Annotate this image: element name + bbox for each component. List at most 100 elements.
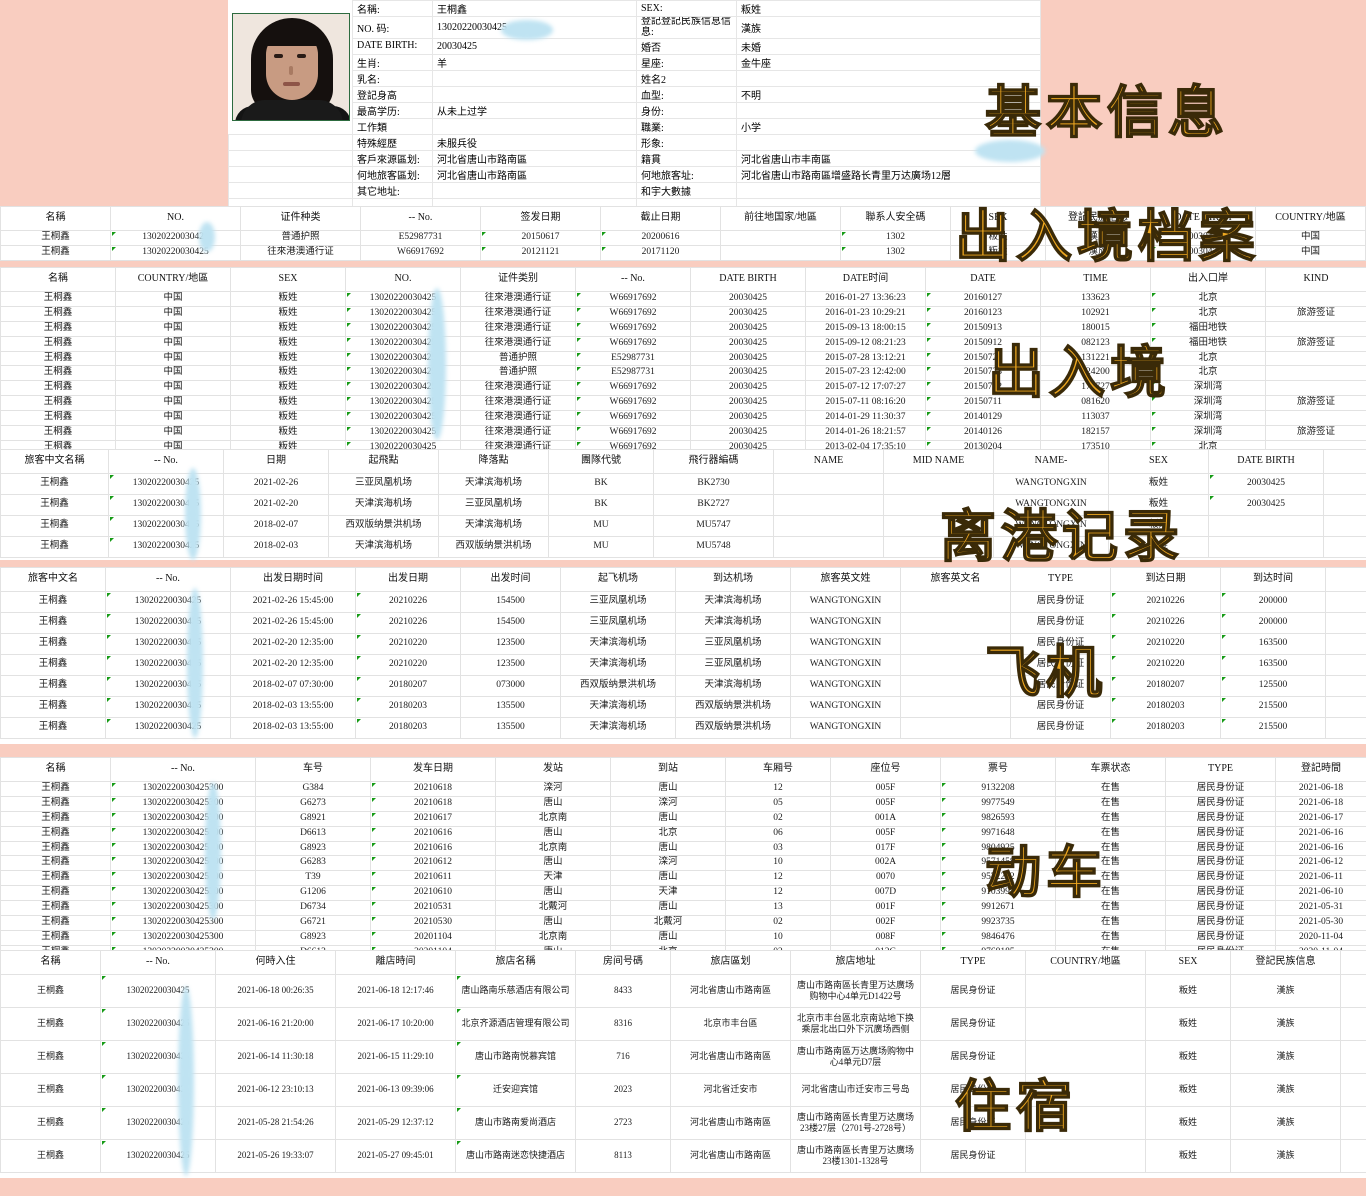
column-header[interactable]: DATE BIRTH	[1340, 950, 1366, 975]
column-header[interactable]: 登記時間	[1275, 757, 1366, 782]
table-row[interactable]: 王桐鑫 13020220030425300 G1206 20210610 唐山 天津 12 0…	[0, 885, 1366, 901]
column-header[interactable]: 签发日期	[480, 206, 601, 231]
column-header[interactable]: -- No.	[360, 206, 481, 231]
column-header[interactable]: TYPE	[1323, 449, 1366, 474]
column-header[interactable]: 到站	[610, 757, 726, 782]
table-row[interactable]: 王桐鑫 13020220030425300 G6721 20210530 唐山 北戴河 02…	[0, 914, 1366, 931]
column-header[interactable]: 出发时间	[460, 567, 561, 592]
table-row[interactable]: 王桐鑫 13020220030425 2021-02-26 15:45:00 2021…	[0, 591, 1366, 613]
column-header[interactable]: 降落點	[438, 449, 549, 474]
table-row[interactable]: 王桐鑫 中国 粄姓 13020220030425 普通护照 E52987731 200304…	[0, 350, 1366, 367]
column-header[interactable]: NAME-	[993, 449, 1109, 474]
column-header[interactable]: 飛行器編碼	[653, 449, 774, 474]
column-header[interactable]: SEX	[1108, 449, 1209, 474]
column-header[interactable]: 旅客中文名稱	[0, 449, 109, 474]
column-header[interactable]: 名稱	[0, 950, 101, 975]
table-row[interactable]: 王桐鑫 13020220030425300 G8923 20201104 北京南 唐山 10…	[0, 929, 1366, 946]
column-header[interactable]: 旅客英文名	[900, 567, 1011, 592]
column-header[interactable]: 证件种类	[240, 206, 361, 231]
column-header[interactable]: TYPE	[1165, 757, 1276, 782]
column-header[interactable]: MID NAME	[883, 449, 994, 474]
column-header[interactable]: DATE BIRTH	[1150, 206, 1256, 231]
column-header[interactable]: -- No.	[108, 449, 224, 474]
column-header[interactable]: 发车日期	[370, 757, 496, 782]
column-header[interactable]: 到达时间	[1220, 567, 1326, 592]
column-header[interactable]: 座位号	[830, 757, 941, 782]
column-header[interactable]: TYPE	[920, 950, 1026, 975]
column-header[interactable]: 團隊代號	[548, 449, 654, 474]
column-header[interactable]: 房间号碼	[575, 950, 671, 975]
column-header[interactable]: DATE时间	[805, 267, 926, 292]
column-header[interactable]: 承运團隊代號	[1325, 567, 1366, 592]
column-header[interactable]: 发站	[495, 757, 611, 782]
column-header[interactable]: 何時入住	[215, 950, 336, 975]
table-row[interactable]: 王桐鑫 13020220030425 2021-02-20 天津滨海机场 三亚凤凰机场 B…	[0, 494, 1366, 516]
column-header[interactable]: 出发日期时间	[230, 567, 356, 592]
table-row[interactable]: 王桐鑫 13020220030425300 G6283 20210612 唐山 滦河 10 0…	[0, 855, 1366, 872]
column-header[interactable]: 车号	[255, 757, 371, 782]
table-row[interactable]: 王桐鑫 13020220030425 2021-02-26 15:45:00 2021…	[0, 612, 1366, 634]
table-row[interactable]: 王桐鑫 13020220030425 2018-02-07 07:30:00 2018…	[0, 675, 1366, 697]
column-header[interactable]: 票号	[940, 757, 1056, 782]
column-header[interactable]: 登記民族信息	[1045, 206, 1151, 231]
column-header[interactable]: 车票状态	[1055, 757, 1166, 782]
table-row[interactable]: 王桐鑫 13020220030425 2021-06-14 11:30:18 2021…	[0, 1040, 1366, 1074]
column-header[interactable]: COUNTRY/地區	[115, 267, 231, 292]
column-header[interactable]: 名稱	[0, 757, 111, 782]
table-row[interactable]: 王桐鑫 13020220030425 2021-06-18 00:26:35 2021…	[0, 974, 1366, 1008]
column-header[interactable]: 出发日期	[355, 567, 461, 592]
column-header[interactable]: DATE BIRTH	[690, 267, 806, 292]
column-header[interactable]: DATE BIRTH	[1208, 449, 1324, 474]
column-header[interactable]: 出入口岸	[1150, 267, 1266, 292]
table-row[interactable]: 王桐鑫 13020220030425300 D6734 20210531 北戴河 唐山 13…	[0, 900, 1366, 916]
table-row[interactable]: 王桐鑫 13020220030425 2021-02-20 12:35:00 2021…	[0, 633, 1366, 655]
column-header[interactable]: 離店時间	[335, 950, 456, 975]
column-header[interactable]: NAME	[773, 449, 884, 474]
column-header[interactable]: 旅店名稱	[455, 950, 576, 975]
column-header[interactable]: 旅店區划	[670, 950, 791, 975]
column-header[interactable]: 证件类别	[460, 267, 576, 292]
column-header[interactable]: 旅客中文名	[0, 567, 106, 592]
table-row[interactable]: 王桐鑫 13020220030425300 G8923 20210616 北京南 唐山 03…	[0, 840, 1366, 857]
table-row[interactable]: 王桐鑫 13020220030425 2021-02-26 三亚凤凰机场 天津滨海机场 B…	[0, 473, 1366, 495]
table-row[interactable]: 王桐鑫 13020220030425300 D6613 20210616 唐山 北京 06 0…	[0, 825, 1366, 842]
column-header[interactable]: COUNTRY/地區	[1025, 950, 1146, 975]
column-header[interactable]: 名稱	[0, 206, 111, 231]
table-row[interactable]: 王桐鑫 13020220030425300 G6273 20210618 唐山 滦河 05 0…	[0, 795, 1366, 812]
table-row[interactable]: 王桐鑫 中国 粄姓 13020220030425 普通护照 E52987731 200304…	[0, 365, 1366, 382]
table-row[interactable]: 王桐鑫 13020220030425 2018-02-03 13:55:00 2018…	[0, 696, 1366, 718]
column-header[interactable]: KIND	[1265, 267, 1366, 292]
column-header[interactable]: 名稱	[0, 267, 116, 292]
column-header[interactable]: 到达机场	[675, 567, 791, 592]
column-header[interactable]: SEX	[230, 267, 346, 292]
column-header[interactable]: 车厢号	[725, 757, 831, 782]
column-header[interactable]: COUNTRY/地區	[1255, 206, 1366, 231]
column-header[interactable]: 日期	[223, 449, 329, 474]
column-header[interactable]: TIME	[1040, 267, 1151, 292]
column-header[interactable]: NO.	[345, 267, 461, 292]
column-header[interactable]: 旅客英文姓	[790, 567, 901, 592]
column-header[interactable]: 起飛點	[328, 449, 439, 474]
table-row[interactable]: 王桐鑫 13020220030425 2018-02-03 天津滨海机场 西双版纳景洪机…	[0, 536, 1366, 558]
column-header[interactable]: 登記民族信息	[1230, 950, 1341, 975]
column-header[interactable]: 旅店地址	[790, 950, 921, 975]
table-row[interactable]: 王桐鑫 13020220030425 2018-02-07 西双版纳景洪机场 天津滨海机…	[0, 515, 1366, 537]
column-header[interactable]: -- No.	[105, 567, 231, 592]
column-header[interactable]: DATE	[925, 267, 1041, 292]
column-header[interactable]: SEX	[1145, 950, 1231, 975]
column-header[interactable]: NO.	[110, 206, 241, 231]
column-header[interactable]: -- No.	[110, 757, 256, 782]
table-row[interactable]: 王桐鑫 13020220030425300 G8921 20210617 北京南 唐山 02…	[0, 810, 1366, 827]
table-row[interactable]: 王桐鑫 13020220030425 2021-06-12 23:10:13 2021…	[0, 1073, 1366, 1107]
column-header[interactable]: 起飞机场	[560, 567, 676, 592]
column-header[interactable]: SEX	[950, 206, 1046, 231]
table-row[interactable]: 王桐鑫 13020220030425 2021-05-28 21:54:26 2021…	[0, 1106, 1366, 1140]
column-header[interactable]: TYPE	[1010, 567, 1111, 592]
table-row[interactable]: 王桐鑫 13020220030425300 T39 20210611 天津 唐山 12 007…	[0, 870, 1366, 887]
